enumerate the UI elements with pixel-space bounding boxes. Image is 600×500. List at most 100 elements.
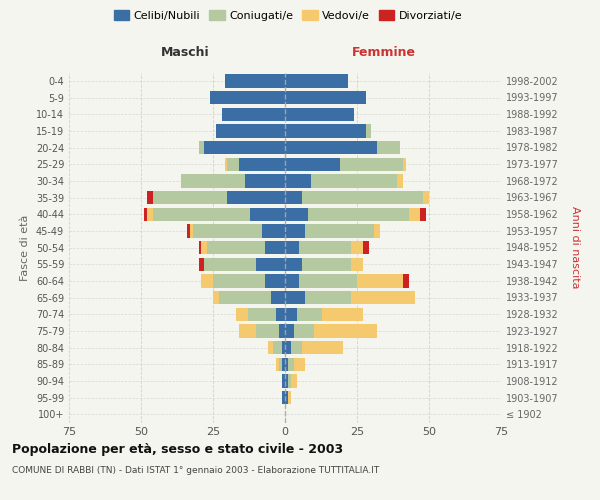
Y-axis label: Anni di nascita: Anni di nascita — [570, 206, 580, 288]
Bar — [285, 74, 349, 88]
Bar — [285, 108, 354, 121]
Bar — [285, 358, 288, 371]
Bar — [299, 241, 351, 254]
Bar — [285, 174, 311, 188]
Bar — [285, 291, 305, 304]
Bar — [302, 191, 423, 204]
Bar — [256, 324, 279, 338]
Bar — [224, 158, 227, 171]
Bar — [181, 174, 245, 188]
Bar — [199, 241, 202, 254]
Bar — [351, 241, 363, 254]
Bar — [282, 341, 285, 354]
Bar — [285, 191, 302, 204]
Bar — [279, 358, 282, 371]
Bar — [213, 274, 265, 287]
Bar — [288, 358, 293, 371]
Bar — [409, 208, 421, 221]
Bar — [377, 141, 400, 154]
Bar — [285, 141, 377, 154]
Bar — [202, 274, 213, 287]
Bar — [236, 308, 248, 321]
Bar — [285, 91, 365, 104]
Bar — [147, 208, 152, 221]
Bar — [190, 224, 193, 237]
Legend: Celibi/Nubili, Coniugati/e, Vedovi/e, Divorziati/e: Celibi/Nubili, Coniugati/e, Vedovi/e, Di… — [112, 8, 464, 23]
Bar — [265, 241, 285, 254]
Text: Femmine: Femmine — [352, 46, 416, 59]
Bar — [285, 374, 288, 388]
Bar — [221, 108, 285, 121]
Bar — [227, 191, 285, 204]
Bar — [285, 324, 293, 338]
Y-axis label: Fasce di età: Fasce di età — [20, 214, 30, 280]
Bar — [311, 174, 397, 188]
Bar — [403, 158, 406, 171]
Text: Maschi: Maschi — [161, 46, 210, 59]
Bar — [302, 341, 343, 354]
Bar — [213, 291, 219, 304]
Bar — [308, 208, 409, 221]
Bar — [293, 358, 305, 371]
Bar — [305, 291, 351, 304]
Bar — [291, 374, 296, 388]
Bar — [357, 274, 403, 287]
Bar — [299, 274, 357, 287]
Bar — [193, 224, 262, 237]
Bar — [147, 191, 152, 204]
Bar — [152, 191, 227, 204]
Bar — [314, 324, 377, 338]
Bar — [279, 324, 285, 338]
Bar — [152, 208, 250, 221]
Bar — [351, 258, 363, 271]
Text: COMUNE DI RABBI (TN) - Dati ISTAT 1° gennaio 2003 - Elaborazione TUTTITALIA.IT: COMUNE DI RABBI (TN) - Dati ISTAT 1° gen… — [12, 466, 379, 475]
Bar — [288, 391, 291, 404]
Bar — [285, 158, 340, 171]
Bar — [397, 174, 403, 188]
Bar — [282, 374, 285, 388]
Bar — [285, 391, 288, 404]
Bar — [285, 274, 299, 287]
Bar — [291, 341, 302, 354]
Bar — [271, 291, 285, 304]
Bar — [219, 291, 271, 304]
Bar — [224, 74, 285, 88]
Bar — [285, 224, 305, 237]
Bar — [202, 241, 207, 254]
Bar — [293, 324, 314, 338]
Bar — [245, 174, 285, 188]
Bar — [282, 391, 285, 404]
Bar — [365, 124, 371, 138]
Bar — [268, 341, 274, 354]
Bar — [277, 358, 279, 371]
Bar — [302, 258, 351, 271]
Bar — [322, 308, 363, 321]
Bar — [227, 158, 239, 171]
Text: Popolazione per età, sesso e stato civile - 2003: Popolazione per età, sesso e stato civil… — [12, 442, 343, 456]
Bar — [340, 158, 403, 171]
Bar — [216, 124, 285, 138]
Bar — [262, 224, 285, 237]
Bar — [250, 208, 285, 221]
Bar — [205, 141, 285, 154]
Bar — [282, 358, 285, 371]
Bar — [199, 141, 205, 154]
Bar — [239, 324, 256, 338]
Bar — [265, 274, 285, 287]
Bar — [423, 191, 429, 204]
Bar — [239, 158, 285, 171]
Bar — [210, 91, 285, 104]
Bar — [351, 291, 415, 304]
Bar — [205, 258, 256, 271]
Bar — [285, 308, 296, 321]
Bar — [274, 341, 282, 354]
Bar — [207, 241, 265, 254]
Bar — [199, 258, 205, 271]
Bar — [256, 258, 285, 271]
Bar — [288, 374, 291, 388]
Bar — [374, 224, 380, 237]
Bar — [144, 208, 147, 221]
Bar — [285, 241, 299, 254]
Bar — [363, 241, 368, 254]
Bar — [277, 308, 285, 321]
